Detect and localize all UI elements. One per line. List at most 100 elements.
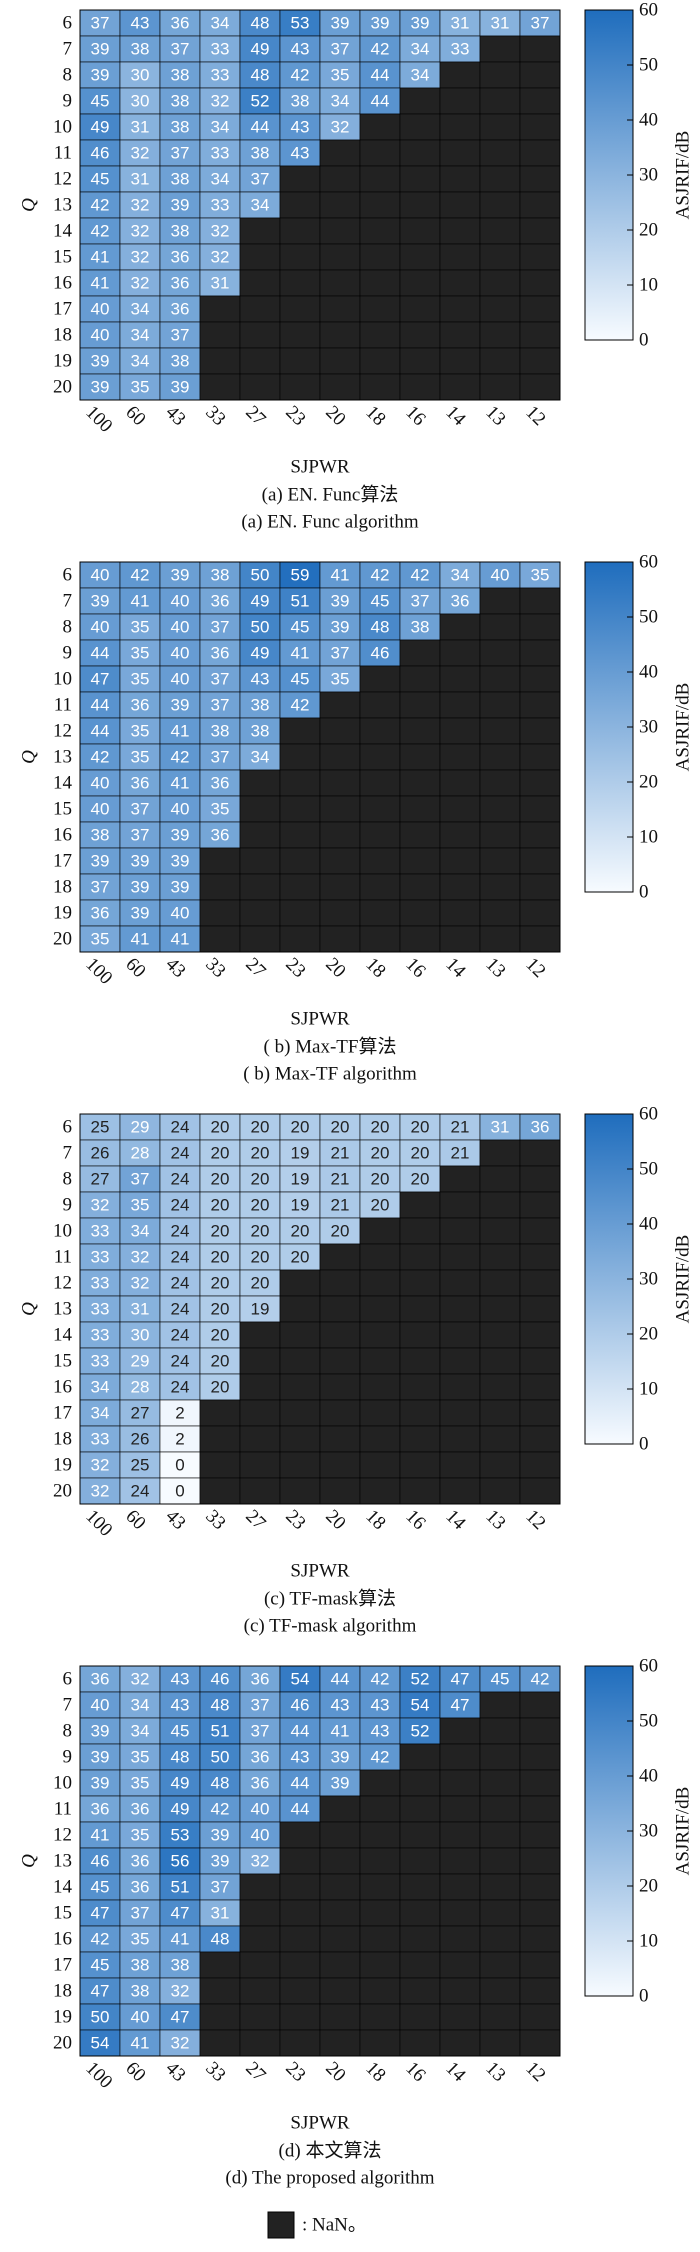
cell-label: 48 [251,13,270,32]
cell-label: 38 [211,565,230,584]
cell [119,1873,161,1901]
cell-label: 50 [251,617,270,636]
cell [159,2029,201,2057]
cell [119,899,161,927]
cell-label: 34 [251,747,270,766]
cell-label: 20 [251,1169,270,1188]
cell [159,1665,201,1693]
nan-cell [439,373,481,401]
cell-label: 19 [291,1143,310,1162]
cell [319,113,361,141]
x-tick-label: 14 [441,402,470,431]
cell-label: 40 [91,773,110,792]
nan-cell [359,899,401,927]
x-axis-label: SJPWR [290,1560,349,1581]
cell-label: 30 [131,65,150,84]
nan-cell [359,1399,401,1427]
cell [119,691,161,719]
y-tick-label: 20 [53,1480,72,1501]
nan-cell [439,347,481,375]
cell [359,613,401,641]
y-tick-label: 18 [53,1980,72,2001]
cell [119,1769,161,1797]
cell [199,269,241,297]
cell [359,1691,401,1719]
nan-cell [439,795,481,823]
cell [239,1795,281,1823]
cell [199,1243,241,1271]
cell-label: 33 [91,1273,110,1292]
x-tick-label: 23 [281,1506,309,1534]
nan-cell [199,1977,241,2005]
nan-cell [439,1899,481,1927]
cell-label: 0 [175,1481,184,1500]
nan-cell [319,691,361,719]
colorbar [584,561,634,893]
nan-cell [439,1295,481,1323]
nan-cell [519,1321,561,1349]
colorbar-tick-label: 40 [639,1213,658,1234]
cell [359,1665,401,1693]
nan-cell [519,243,561,271]
x-tick-label: 14 [441,954,470,983]
cell-label: 35 [131,1195,150,1214]
nan-cell [399,1399,441,1427]
nan-cell [359,1321,401,1349]
nan-cell [239,769,281,797]
cell-label: 36 [531,1117,550,1136]
cell [79,1977,121,2005]
nan-cell [399,269,441,297]
nan-cell [399,743,441,771]
cell-label: 34 [131,1221,150,1240]
y-tick-label: 14 [53,1876,73,1897]
cell-label: 20 [211,1325,230,1344]
y-tick-label: 10 [53,668,72,689]
cell-label: 44 [371,91,390,110]
caption-zh: ( b) Max-TF算法 [264,1035,397,1057]
nan-cell [359,1925,401,1953]
nan-cell [479,769,521,797]
cell [119,1113,161,1141]
cell-label: 39 [171,851,190,870]
nan-cell [439,717,481,745]
cell-label: 46 [371,643,390,662]
nan-cell [359,1217,401,1245]
cell-label: 33 [91,1325,110,1344]
y-tick-label: 13 [53,746,72,767]
cell [79,873,121,901]
nan-cell [439,873,481,901]
cell [79,821,121,849]
cell-label: 35 [131,1929,150,1948]
cell [279,1217,321,1245]
nan-cell [279,1321,321,1349]
cell-label: 24 [171,1299,190,1318]
cell [119,269,161,297]
colorbar-tick-label: 0 [639,329,649,350]
nan-cell [199,1425,241,1453]
cell [199,1139,241,1167]
cell-label: 38 [171,91,190,110]
nan-cell [519,769,561,797]
cell [119,347,161,375]
cell [119,821,161,849]
nan-cell [399,1477,441,1505]
nan-cell [319,1269,361,1297]
nan-cell [479,1743,521,1771]
cell-label: 37 [91,877,110,896]
cell [399,1165,441,1193]
nan-cell [359,191,401,219]
cell-label: 34 [91,1377,110,1396]
cell-label: 31 [211,273,230,292]
nan-cell [519,35,561,63]
nan-cell [239,1373,281,1401]
cell [199,1899,241,1927]
cell [199,139,241,167]
nan-cell [519,61,561,89]
cell [239,1243,281,1271]
cell [119,1139,161,1167]
nan-cell [359,1873,401,1901]
cell-label: 40 [171,903,190,922]
cell [279,9,321,37]
cell [119,1451,161,1479]
cell [199,717,241,745]
